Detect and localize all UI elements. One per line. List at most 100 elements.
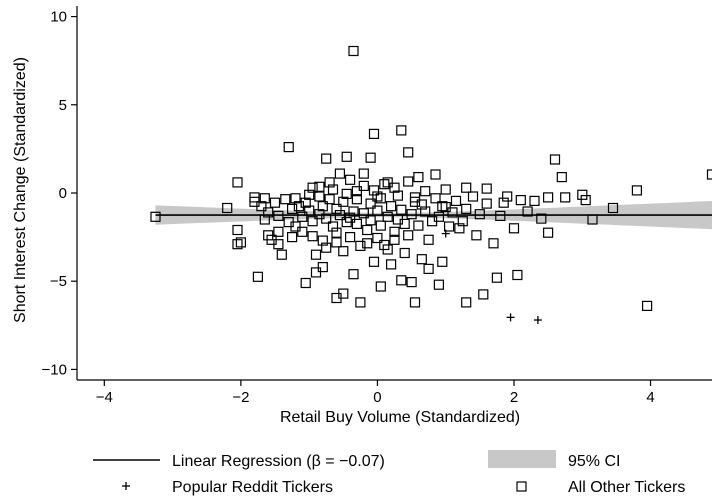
square-point	[631, 185, 643, 196]
square-point	[287, 232, 298, 243]
square-point	[433, 279, 444, 290]
square-point	[382, 244, 393, 255]
square-point	[389, 182, 400, 193]
square-point	[232, 224, 243, 236]
square-point	[321, 153, 332, 164]
square-point	[461, 203, 472, 214]
square-point	[310, 249, 322, 260]
square-point	[386, 201, 397, 212]
square-point	[314, 181, 325, 192]
square-point	[399, 247, 410, 259]
square-point	[502, 191, 513, 202]
x-tick-label: 0	[373, 389, 381, 406]
y-tick-label: −10	[42, 361, 67, 378]
plus-point	[506, 313, 515, 322]
square-point	[273, 226, 284, 237]
square-point	[331, 237, 342, 248]
square-point	[515, 195, 526, 206]
square-point	[368, 256, 380, 267]
square-point	[430, 193, 441, 204]
square-point	[317, 235, 328, 246]
square-point	[423, 234, 434, 245]
square-point	[454, 223, 465, 234]
square-point	[358, 180, 369, 191]
square-point	[457, 216, 468, 227]
square-point	[420, 186, 431, 197]
square-point	[542, 227, 554, 238]
square-point	[420, 206, 431, 217]
x-axis-label: Retail Buy Volume (Standardized)	[280, 409, 520, 426]
square-point	[440, 202, 451, 213]
square-point	[450, 195, 462, 206]
square-point	[297, 226, 308, 237]
square-point	[529, 195, 540, 206]
y-axis-label: Short Interest Change (Standardized)	[12, 57, 29, 323]
square-point	[409, 297, 421, 308]
square-point	[263, 230, 274, 241]
square-point	[276, 249, 287, 260]
square-point	[307, 182, 318, 193]
x-tick-label: −4	[96, 389, 113, 406]
square-point	[392, 190, 403, 201]
square-point	[324, 177, 335, 188]
square-point	[706, 169, 712, 180]
square-point	[641, 300, 653, 311]
square-point	[382, 177, 393, 188]
square-point	[324, 194, 335, 205]
legend: Linear Regression (β = −0.07) 95% CI Pop…	[93, 450, 685, 496]
square-point	[321, 213, 332, 224]
square-point	[273, 239, 284, 250]
square-point	[423, 263, 434, 274]
axes-layer: −4 −2 0 2 4 −10 −5 0 5 10	[42, 6, 712, 406]
square-point	[150, 211, 161, 222]
square-point	[416, 254, 427, 265]
square-point	[304, 189, 315, 200]
square-point	[481, 198, 492, 209]
square-point	[416, 199, 427, 210]
square-point	[365, 152, 376, 163]
square-point	[341, 151, 352, 162]
y-tick-label: 5	[59, 97, 67, 114]
square-point	[338, 246, 349, 257]
square-point	[222, 202, 233, 214]
square-point	[300, 197, 311, 208]
square-point	[471, 230, 482, 241]
square-point	[269, 197, 281, 208]
square-point	[375, 220, 386, 231]
square-point	[235, 237, 246, 248]
square-point	[430, 169, 441, 180]
square-point	[256, 201, 267, 212]
square-point	[331, 227, 342, 238]
square-point	[362, 224, 373, 236]
square-point	[406, 277, 417, 288]
square-point	[345, 174, 356, 185]
square-point	[440, 184, 451, 195]
y-tick-label: 0	[59, 185, 67, 202]
square-point	[345, 232, 356, 243]
square-point	[481, 183, 492, 194]
square-point	[413, 220, 424, 231]
square-point	[542, 192, 554, 203]
square-point	[498, 197, 509, 208]
y-tick-label: 10	[50, 9, 67, 26]
square-point	[560, 192, 571, 203]
square-point	[317, 262, 328, 273]
square-point	[307, 231, 318, 242]
square-point	[300, 277, 311, 289]
square-point	[345, 212, 356, 223]
square-point	[273, 210, 284, 221]
square-point	[341, 188, 352, 199]
square-point	[351, 218, 362, 229]
plus-point	[533, 316, 542, 325]
square-point	[375, 281, 386, 292]
square-point	[409, 192, 421, 203]
square-point	[495, 210, 506, 221]
square-point	[372, 232, 383, 244]
square-point	[317, 201, 328, 212]
square-point	[437, 201, 448, 212]
square-point	[556, 172, 567, 183]
y-tick-label: −5	[50, 273, 67, 290]
square-point	[327, 184, 339, 195]
square-point	[580, 195, 591, 206]
square-point	[348, 45, 359, 57]
